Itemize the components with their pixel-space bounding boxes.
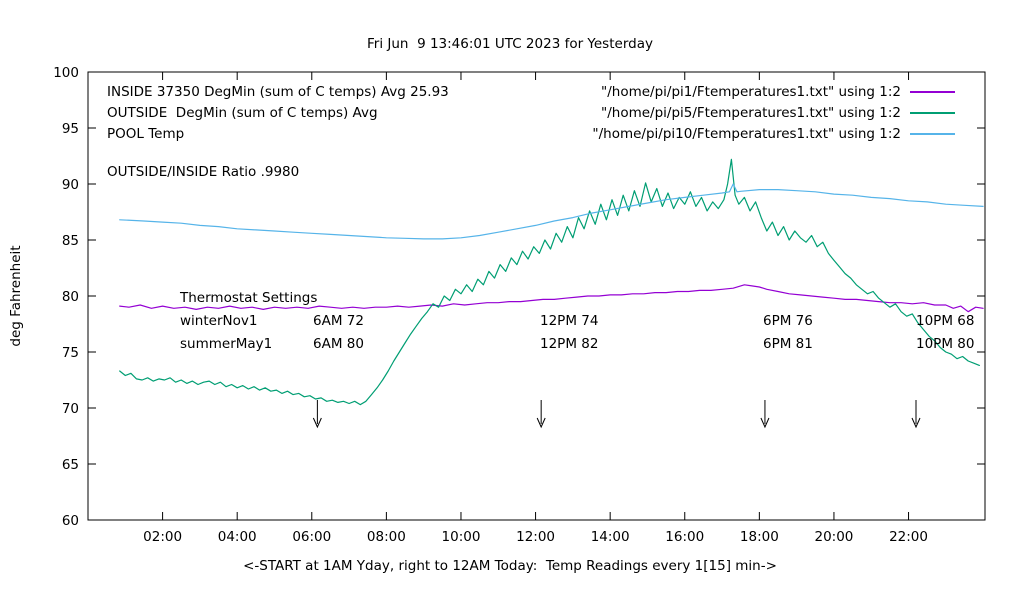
legend-line-sample-outside <box>910 112 955 114</box>
y-tick-label: 90 <box>62 177 79 193</box>
legend-line-sample-inside <box>910 91 955 93</box>
x-tick-label: 12:00 <box>516 529 555 545</box>
thermostat-summer-6am: 6AM 80 <box>313 336 364 352</box>
thermostat-summer-10pm: 10PM 80 <box>916 336 975 352</box>
y-tick-label: 70 <box>62 401 79 417</box>
thermostat-winter-6pm: 6PM 76 <box>763 313 813 329</box>
series-inside-pi1 <box>119 284 984 313</box>
legend-label-pool: "/home/pi/pi10/Ftemperatures1.txt" using… <box>592 126 901 142</box>
x-tick-label: 10:00 <box>442 529 481 545</box>
legend-label-outside: "/home/pi/pi5/Ftemperatures1.txt" using … <box>601 105 901 121</box>
x-tick-label: 16:00 <box>665 529 704 545</box>
legend-line-sample-pool <box>910 133 955 135</box>
x-tick-label: 08:00 <box>367 529 406 545</box>
legend-label-inside: "/home/pi/pi1/Ftemperatures1.txt" using … <box>601 84 901 100</box>
x-tick-label: 14:00 <box>591 529 630 545</box>
x-tick-label: 04:00 <box>218 529 257 545</box>
thermostat-summer-12pm: 12PM 82 <box>540 336 599 352</box>
pool-temp-note: POOL Temp <box>107 126 185 142</box>
y-tick-label: 85 <box>62 233 79 249</box>
inside-degmin-note: INSIDE 37350 DegMin (sum of C temps) Avg… <box>107 84 449 100</box>
x-axis-label: <-START at 1AM Yday, right to 12AM Today… <box>243 558 777 574</box>
y-axis-label: deg Fahrenheit <box>8 245 24 347</box>
legend-entry-outside: "/home/pi/pi5/Ftemperatures1.txt" using … <box>601 105 955 121</box>
x-tick-label: 06:00 <box>292 529 331 545</box>
y-tick-label: 65 <box>62 457 79 473</box>
thermostat-summer-name: summerMay1 <box>180 336 273 352</box>
thermostat-winter-name: winterNov1 <box>180 313 258 329</box>
y-tick-label: 60 <box>62 513 79 529</box>
x-tick-label: 18:00 <box>740 529 779 545</box>
axes <box>87 71 986 521</box>
x-tick-label: 02:00 <box>143 529 182 545</box>
y-tick-label: 75 <box>62 345 79 361</box>
legend-entry-inside: "/home/pi/pi1/Ftemperatures1.txt" using … <box>601 84 955 100</box>
series-outside-pi5 <box>119 158 981 406</box>
legend-entry-pool: "/home/pi/pi10/Ftemperatures1.txt" using… <box>592 126 955 142</box>
thermostat-winter-6am: 6AM 72 <box>313 313 364 329</box>
chart-title: Fri Jun 9 13:46:01 UTC 2023 for Yesterda… <box>367 36 653 52</box>
outside-degmin-note: OUTSIDE DegMin (sum of C temps) Avg <box>107 105 378 121</box>
thermostat-winter-10pm: 10PM 68 <box>916 313 975 329</box>
setpoint-arrows <box>312 400 921 429</box>
x-tick-label: 20:00 <box>814 529 853 545</box>
thermostat-winter-12pm: 12PM 74 <box>540 313 599 329</box>
ratio-note: OUTSIDE/INSIDE Ratio .9980 <box>107 164 300 180</box>
thermostat-summer-6pm: 6PM 81 <box>763 336 813 352</box>
y-tick-label: 95 <box>62 121 79 137</box>
series-pool-pi10 <box>119 183 984 240</box>
thermostat-settings-title: Thermostat Settings <box>180 290 318 306</box>
y-tick-label: 100 <box>53 65 79 81</box>
x-tick-label: 22:00 <box>889 529 928 545</box>
y-tick-label: 80 <box>62 289 79 305</box>
